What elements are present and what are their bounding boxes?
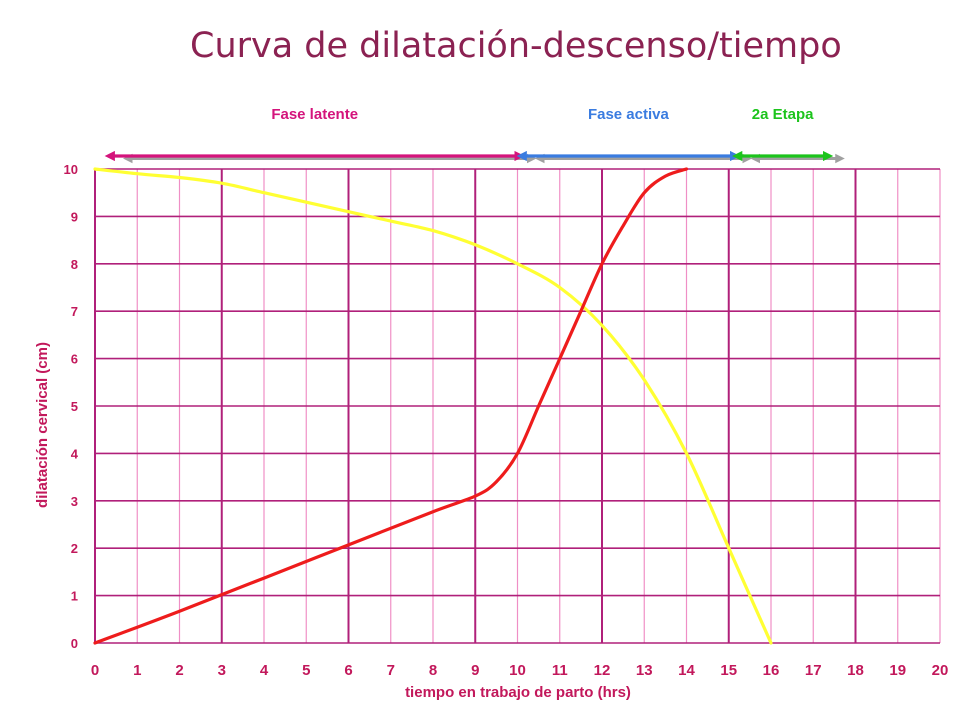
x-tick-label: 20: [932, 662, 949, 679]
y-tick-label: 10: [64, 162, 78, 177]
x-tick-label: 15: [720, 662, 737, 679]
y-tick-label: 0: [71, 636, 78, 651]
y-tick-label: 1: [71, 589, 78, 604]
x-tick-labels: 0 1 2 3 4 5 6 7 8 9 10 11 12 13 14 15 16 17 18 19 20: [91, 662, 949, 679]
slide-title: Curva de dilatación-descenso/tiempo: [190, 26, 842, 66]
x-axis-label: tiempo en trabajo de parto (hrs): [405, 684, 631, 701]
y-tick-label: 7: [71, 304, 78, 319]
y-tick-labels: 0 1 2 3 4 5 6 7 8 9 10: [64, 162, 79, 651]
x-tick-label: 13: [636, 662, 653, 679]
y-tick-label: 8: [71, 257, 78, 272]
x-tick-label: 8: [429, 662, 437, 679]
x-tick-label: 7: [387, 662, 395, 679]
y-tick-label: 5: [71, 399, 78, 414]
series-layer: [93, 167, 773, 645]
x-tick-label: 0: [91, 662, 99, 679]
descent-curve: [93, 167, 773, 645]
latent-phase-label: Fase latente: [271, 106, 358, 123]
x-tick-label: 19: [889, 662, 906, 679]
x-tick-label: 16: [763, 662, 780, 679]
x-tick-label: 5: [302, 662, 310, 679]
y-axis-label: dilatación cervical (cm): [34, 342, 51, 508]
x-tick-label: 9: [471, 662, 479, 679]
y-tick-label: 4: [71, 446, 79, 461]
second-phase-label: 2a Etapa: [752, 106, 814, 123]
y-tick-label: 3: [71, 494, 78, 509]
x-tick-label: 10: [509, 662, 526, 679]
x-tick-label: 2: [175, 662, 183, 679]
x-tick-label: 17: [805, 662, 822, 679]
x-tick-label: 4: [260, 662, 269, 679]
x-tick-label: 3: [218, 662, 226, 679]
phase-layer: Fase latente Fase activa 2a Etapa: [104, 106, 845, 164]
y-tick-label: 6: [71, 352, 78, 367]
x-tick-label: 18: [847, 662, 864, 679]
grid-major-lines: [94, 168, 940, 644]
active-phase-label: Fase activa: [588, 106, 670, 123]
y-tick-label: 2: [71, 541, 78, 556]
y-tick-label: 9: [71, 209, 78, 224]
dilatation-curve: [93, 167, 689, 645]
x-tick-label: 14: [678, 662, 695, 679]
x-tick-label: 12: [594, 662, 611, 679]
x-tick-label: 6: [344, 662, 352, 679]
x-tick-label: 11: [552, 662, 568, 679]
x-tick-label: 1: [133, 662, 141, 679]
